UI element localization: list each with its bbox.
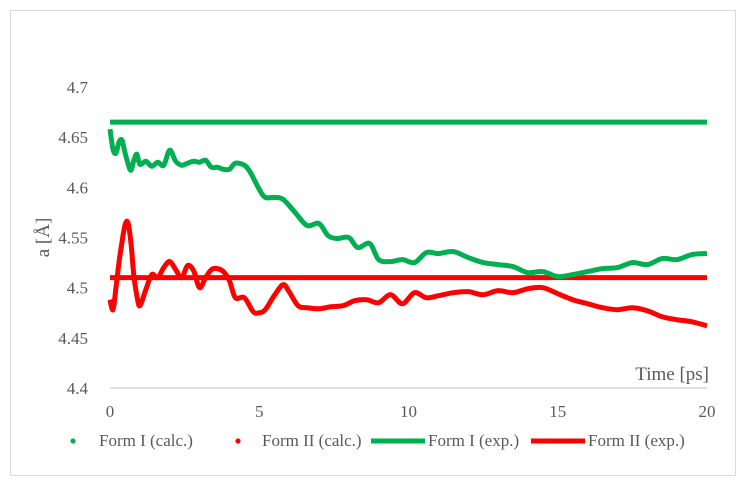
series-line-form-i-calc	[107, 128, 708, 280]
x-tick-label: 0	[106, 402, 115, 421]
y-tick-label: 4.4	[67, 379, 89, 398]
x-tick-label: 10	[400, 402, 417, 421]
x-tick-label: 15	[549, 402, 566, 421]
legend-label-form-i-exp: Form I (exp.)	[428, 431, 519, 450]
legend-marker-form-i-calc	[70, 438, 76, 444]
x-tick-label: 20	[699, 402, 716, 421]
legend-label-form-i-calc: Form I (calc.)	[99, 431, 193, 450]
legend-label-form-ii-calc: Form II (calc.)	[262, 431, 362, 450]
y-tick-label: 4.6	[67, 178, 88, 197]
y-tick-label: 4.5	[67, 279, 88, 298]
y-axis-ticks: 4.4 4.45 4.5 4.55 4.6 4.65 4.7	[58, 78, 88, 398]
y-axis-label: a [Å]	[33, 218, 54, 258]
legend-label-form-ii-exp: Form II (exp.)	[588, 431, 685, 450]
x-axis-label: Time [ps]	[635, 364, 709, 385]
y-tick-label: 4.45	[58, 329, 88, 348]
legend-marker-form-ii-calc	[235, 438, 241, 444]
series-line-form-ii-calc	[107, 218, 708, 329]
y-tick-label: 4.65	[58, 128, 88, 147]
y-tick-label: 4.55	[58, 229, 88, 248]
legend: Form I (calc.) Form II (calc.) Form I (exp…	[70, 431, 685, 450]
y-tick-label: 4.7	[67, 78, 89, 97]
x-axis-ticks: 0 5 10 15 20	[106, 402, 716, 421]
x-tick-label: 5	[255, 402, 264, 421]
series-layer	[107, 119, 708, 329]
